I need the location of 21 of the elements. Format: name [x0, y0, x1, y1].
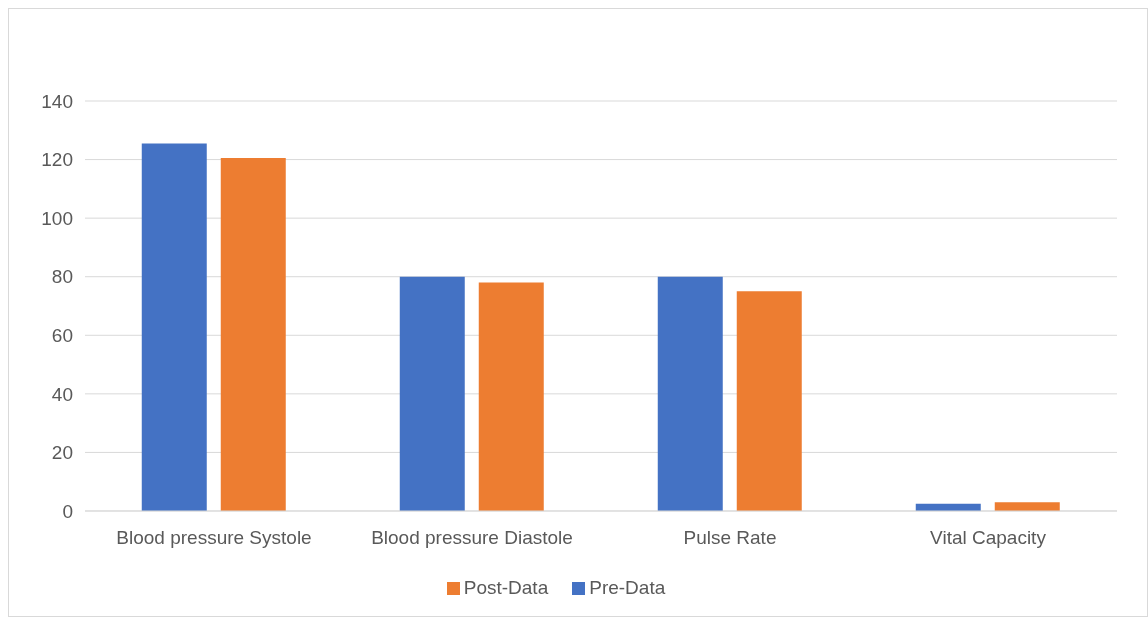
- x-tick-label: Vital Capacity: [930, 527, 1047, 549]
- x-tick-label: Blood pressure Diastole: [371, 527, 573, 549]
- bar: [736, 291, 802, 511]
- bar: [141, 143, 207, 511]
- x-tick-label: Blood pressure Systole: [116, 527, 312, 549]
- y-tick-label: 140: [41, 90, 73, 112]
- x-tick-label: Pulse Rate: [683, 527, 777, 549]
- legend-label: Post-Data: [463, 577, 549, 598]
- y-tick-label: 20: [51, 442, 73, 464]
- y-tick-label: 100: [41, 207, 73, 229]
- y-tick-label: 60: [51, 325, 73, 347]
- y-tick-label: 40: [51, 383, 73, 405]
- y-tick-label: 80: [51, 266, 73, 288]
- bar: [399, 276, 465, 511]
- legend-label: Pre-Data: [589, 577, 666, 598]
- bar: [994, 502, 1060, 511]
- bar: [478, 282, 544, 511]
- bar: [220, 158, 286, 511]
- bar: [657, 276, 723, 511]
- y-tick-label: 0: [62, 500, 73, 522]
- y-tick-label: 120: [41, 149, 73, 171]
